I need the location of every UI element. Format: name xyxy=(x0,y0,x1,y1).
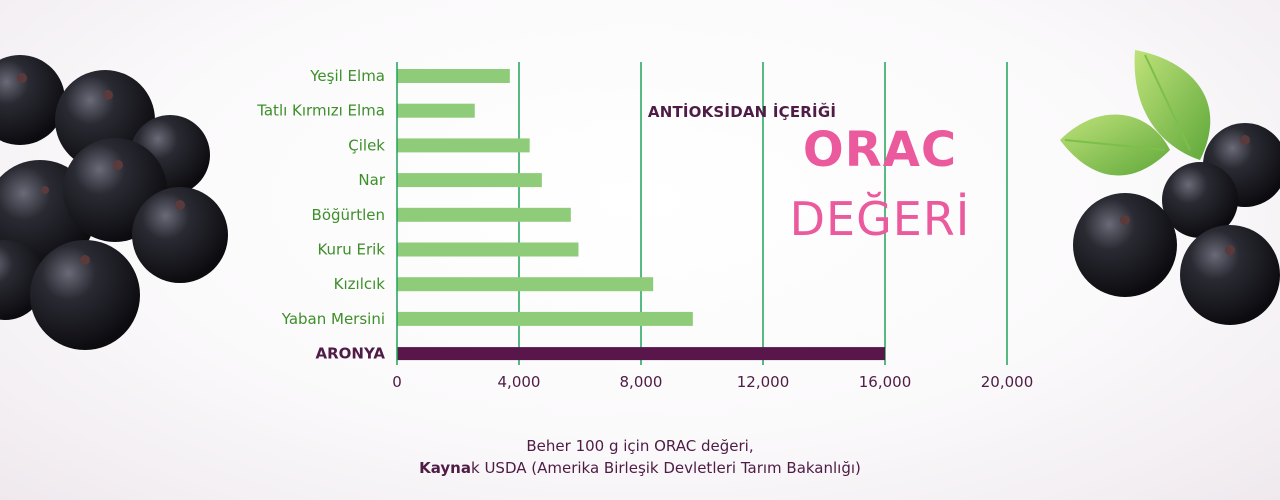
bar-8 xyxy=(397,347,885,361)
bar-0 xyxy=(397,69,510,83)
category-label-2: Çilek xyxy=(348,136,385,154)
x-tick-label-1: 4,000 xyxy=(498,373,541,391)
footnote-line1: Beher 100 g için ORAC değeri, xyxy=(526,437,754,455)
footnote-line2: Kaynak USDA (Amerika Birleşik Devletleri… xyxy=(419,457,861,479)
category-label-3: Nar xyxy=(358,171,385,189)
category-label-8: ARONYA xyxy=(316,345,386,363)
bars xyxy=(397,69,885,361)
info-pretitle: ANTİOKSİDAN İÇERİĞİ xyxy=(647,103,837,121)
info-subtitle-degeri: DEĞERİ xyxy=(789,192,971,246)
info-title-orac: ORAC xyxy=(802,122,958,178)
category-label-7: Yaban Mersini xyxy=(281,310,385,328)
x-tick-label-4: 16,000 xyxy=(859,373,912,391)
category-label-0: Yeşil Elma xyxy=(309,67,385,85)
category-label-6: Kızılcık xyxy=(334,275,386,293)
bar-5 xyxy=(397,242,579,257)
footnote-line2-rest: k USDA (Amerika Birleşik Devletleri Tarı… xyxy=(470,459,861,477)
bar-4 xyxy=(397,207,571,222)
bar-3 xyxy=(397,173,542,188)
bar-6 xyxy=(397,277,654,292)
x-tick-labels: 0 4,000 8,000 12,000 16,000 20,000 xyxy=(392,373,1033,391)
x-tick-label-3: 12,000 xyxy=(737,373,790,391)
aronia-berries-leaves-right-image xyxy=(1060,50,1280,325)
bar-1 xyxy=(397,103,475,118)
x-tick-label-2: 8,000 xyxy=(620,373,663,391)
category-labels: Yeşil Elma Tatlı Kırmızı Elma Çilek Nar Böğü… xyxy=(256,67,386,363)
footnote-line2-bold: Kayna xyxy=(419,459,471,477)
source-footnote: Beher 100 g için ORAC değeri, Kaynak USD… xyxy=(419,435,861,479)
category-label-5: Kuru Erik xyxy=(317,241,385,259)
x-tick-label-0: 0 xyxy=(392,373,402,391)
category-label-1: Tatlı Kırmızı Elma xyxy=(256,102,385,120)
x-tick-label-5: 20,000 xyxy=(981,373,1034,391)
bar-7 xyxy=(397,311,693,326)
category-label-4: Böğürtlen xyxy=(312,206,385,224)
bar-2 xyxy=(397,138,530,153)
aronia-berries-left-image xyxy=(0,55,228,350)
